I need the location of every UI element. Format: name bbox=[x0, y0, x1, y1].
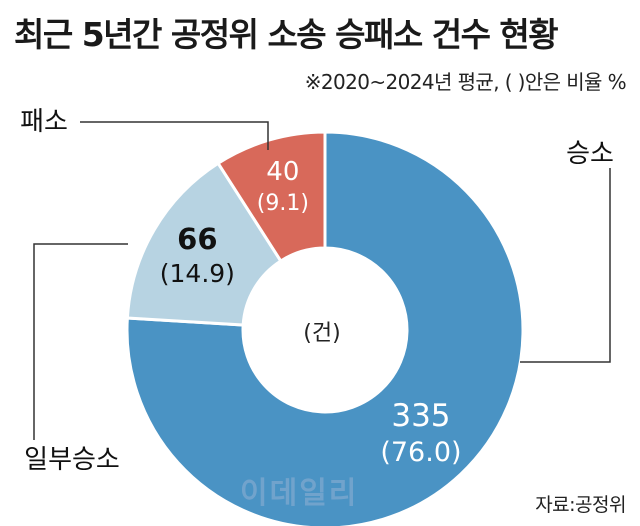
slice-1-leader-line bbox=[520, 168, 611, 363]
slice-1 bbox=[125, 130, 525, 526]
chart-subtitle: ※2020~2024년 평균, ( )안은 비율 % bbox=[304, 70, 627, 94]
chart-title: 최근 5년간 공정위 소송 승패소 건수 현황 bbox=[14, 15, 559, 54]
slice-2-category-label: 일부승소 bbox=[24, 445, 120, 475]
slice-1-category-label: 승소 bbox=[566, 139, 614, 169]
slice-3-category-label: 패소 bbox=[20, 107, 68, 137]
slice-2-leader-line bbox=[33, 243, 128, 440]
slice-2-value-label: 66 bbox=[177, 222, 217, 256]
slice-2-percent-label: (14.9) bbox=[160, 259, 235, 288]
slice-1-percent-label: (76.0) bbox=[380, 437, 461, 468]
source-note: 자료:공정위 bbox=[535, 494, 626, 516]
center-unit-label: (건) bbox=[303, 321, 340, 346]
slice-3-value-label: 40 bbox=[266, 157, 299, 187]
slice-3-percent-label: (9.1) bbox=[257, 191, 309, 216]
slice-3-leader-line bbox=[80, 121, 269, 150]
slice-1-value-label: 335 bbox=[391, 398, 450, 434]
slice-3 bbox=[216, 130, 327, 264]
watermark-logo: 이데일리 bbox=[240, 476, 359, 511]
